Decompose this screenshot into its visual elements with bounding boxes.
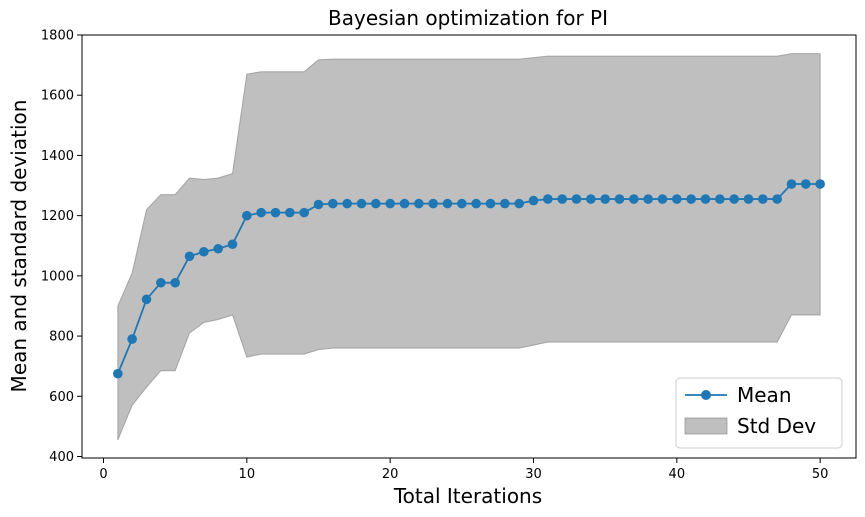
mean-point [428,198,438,209]
mean-point [686,194,696,204]
mean-point [485,198,496,209]
mean-point [629,194,639,204]
mean-point [141,294,152,305]
mean-point [514,198,524,209]
y-tick-label: 1600 [41,89,74,104]
legend-std-swatch [684,417,728,435]
mean-point [328,198,338,209]
legend-mean-marker [701,390,711,400]
mean-point [170,277,180,288]
mean-point [786,179,797,189]
mean-point [700,194,711,204]
y-tick-label: 1000 [41,269,74,284]
chart-title: Bayesian optimization for PI [328,6,608,30]
y-tick-label: 1800 [41,29,74,44]
legend-mean-label: Mean [737,383,792,407]
mean-point [557,194,567,204]
mean-point [342,198,352,209]
mean-point [657,194,668,204]
x-tick-label: 10 [239,467,256,482]
mean-point [399,198,410,209]
mean-point [442,198,453,209]
x-tick-label: 40 [669,467,686,482]
mean-point [156,277,166,288]
y-tick-label: 1400 [41,149,74,164]
mean-point [457,198,467,209]
x-axis: 0 10 20 30 40 50 [99,458,828,482]
y-tick-label: 1200 [41,209,74,224]
y-tick-label: 800 [49,330,74,345]
mean-point [414,198,424,209]
mean-point [299,207,309,218]
mean-point [600,194,610,204]
mean-point [528,195,539,206]
mean-point [772,194,782,204]
mean-point [371,198,381,209]
mean-point [199,246,209,257]
mean-point [113,368,123,379]
x-tick-label: 20 [382,467,399,482]
mean-point [586,194,596,204]
y-axis-label: Mean and standard deviation [7,100,31,393]
y-tick-label: 600 [49,390,74,405]
mean-point [313,199,324,210]
mean-point [356,198,367,209]
y-tick-label: 400 [49,450,74,465]
mean-point [242,210,252,221]
mean-point [213,243,223,254]
mean-point [184,251,195,262]
x-tick-label: 30 [525,467,542,482]
mean-point [614,194,625,204]
mean-markers [113,179,825,379]
x-tick-label: 0 [99,467,107,482]
mean-point [543,194,553,204]
axes-frame [81,34,857,459]
mean-point [127,334,137,344]
mean-point [743,194,754,204]
legend: Mean Std Dev [675,377,843,449]
legend-std-label: Std Dev [737,414,816,438]
mean-point [285,207,295,218]
mean-point [758,194,768,204]
mean-point [672,194,682,204]
plot-area [113,53,825,441]
mean-point [471,198,481,209]
mean-point [256,207,266,218]
x-axis-label: Total Iterations [393,484,542,508]
mean-point [715,194,725,204]
x-tick-label: 50 [812,467,829,482]
mean-point [815,179,825,189]
mean-point [227,239,238,250]
mean-point [801,179,811,189]
mean-point [385,198,395,209]
std-dev-band [117,53,821,441]
mean-point [270,207,281,218]
mean-point [643,194,653,204]
mean-point [729,194,739,204]
y-axis: 400 600 800 1000 1200 1400 1600 1800 [41,29,82,465]
mean-point [500,198,510,209]
mean-point [571,194,582,204]
